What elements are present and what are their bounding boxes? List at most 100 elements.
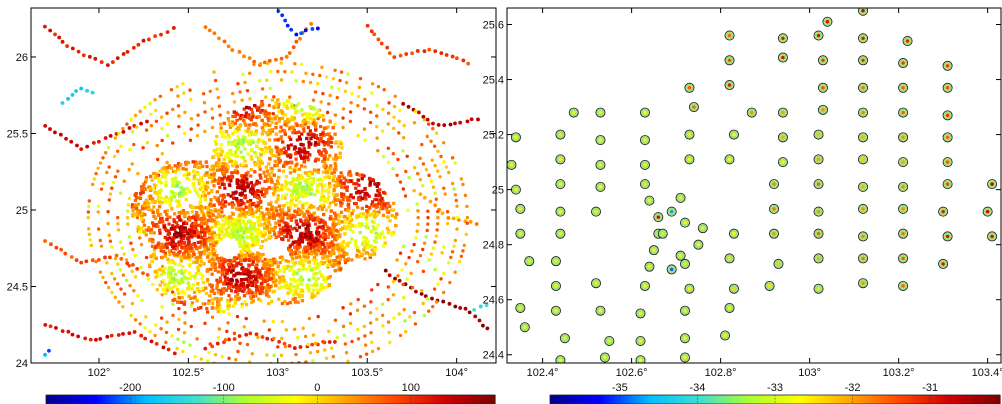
cluster-cell bbox=[325, 259, 330, 263]
track-point bbox=[141, 38, 146, 43]
cluster-cell bbox=[351, 230, 355, 234]
cluster-cell bbox=[199, 230, 204, 234]
ring-point bbox=[260, 87, 265, 91]
ring-point bbox=[368, 311, 373, 315]
ring-point bbox=[250, 352, 255, 356]
cluster-cell bbox=[157, 179, 161, 183]
cluster-cell bbox=[249, 236, 254, 240]
cluster-cell bbox=[220, 271, 224, 275]
cluster-cell bbox=[282, 102, 286, 106]
cluster-cell bbox=[259, 254, 263, 258]
cluster-cell bbox=[275, 186, 279, 190]
cluster-cell bbox=[222, 214, 226, 218]
track-point bbox=[43, 239, 47, 243]
track-point bbox=[132, 330, 137, 334]
cluster-cell bbox=[134, 206, 138, 211]
cluster-cell bbox=[246, 268, 250, 272]
cluster-cell bbox=[292, 263, 296, 267]
track-point bbox=[379, 41, 384, 46]
cluster-cell bbox=[287, 246, 291, 250]
cluster-cell bbox=[250, 262, 254, 267]
cluster-cell bbox=[279, 135, 283, 139]
cluster-cell bbox=[201, 185, 206, 189]
track-point bbox=[425, 117, 430, 122]
cluster-cell bbox=[267, 295, 271, 299]
track-point bbox=[393, 276, 397, 281]
cluster-cell bbox=[225, 228, 229, 232]
cluster-cell bbox=[253, 121, 257, 126]
track-point bbox=[145, 273, 150, 277]
ring-point bbox=[306, 342, 310, 347]
cluster-cell bbox=[158, 200, 162, 204]
cluster-cell bbox=[159, 181, 163, 185]
ring-point bbox=[416, 171, 420, 176]
cluster-cell bbox=[219, 292, 223, 296]
cluster-cell bbox=[241, 258, 245, 262]
cluster-cell bbox=[331, 200, 336, 204]
track-point bbox=[298, 345, 303, 349]
ring-point bbox=[439, 277, 443, 281]
track-point bbox=[222, 39, 227, 44]
cluster-cell bbox=[298, 181, 302, 185]
cluster-cell bbox=[315, 231, 319, 235]
cluster-cell bbox=[380, 230, 385, 234]
cluster-cell bbox=[343, 195, 347, 199]
cluster-cell bbox=[348, 240, 352, 245]
ring-point bbox=[434, 197, 438, 201]
cluster-cell bbox=[241, 284, 245, 289]
cluster-cell bbox=[277, 157, 281, 161]
cluster-cell bbox=[135, 196, 139, 200]
cluster-cell bbox=[267, 162, 271, 166]
cluster-cell bbox=[248, 123, 252, 127]
ring-point bbox=[425, 228, 429, 233]
cluster-cell bbox=[356, 189, 360, 193]
cluster-cell bbox=[310, 172, 314, 176]
cluster-cell bbox=[329, 209, 333, 213]
cluster-cell bbox=[303, 194, 307, 198]
ring-point bbox=[110, 290, 114, 295]
ring-point bbox=[110, 245, 114, 249]
cluster-cell bbox=[150, 178, 154, 182]
cluster-cell bbox=[277, 297, 281, 301]
track-point bbox=[90, 90, 95, 95]
track-point bbox=[287, 51, 292, 55]
ring-point bbox=[356, 337, 361, 341]
ring-point bbox=[124, 258, 129, 262]
ring-point bbox=[324, 356, 329, 360]
ring-point bbox=[119, 144, 123, 148]
cluster-cell bbox=[250, 256, 254, 260]
cluster-cell bbox=[171, 280, 176, 284]
cluster-cell bbox=[302, 259, 306, 263]
cluster-cell bbox=[229, 179, 233, 183]
cluster-cell bbox=[213, 139, 218, 144]
ring-point bbox=[121, 273, 126, 277]
cluster-cell bbox=[192, 177, 196, 181]
ring-point bbox=[304, 71, 308, 76]
ring-point bbox=[422, 241, 427, 245]
cluster-cell bbox=[168, 278, 172, 282]
track-point bbox=[54, 326, 58, 330]
ring-point bbox=[453, 238, 458, 243]
cluster-cell bbox=[377, 191, 382, 196]
ring-point bbox=[155, 143, 159, 148]
cluster-cell bbox=[178, 218, 182, 222]
cluster-cell bbox=[324, 164, 328, 168]
ring-point bbox=[439, 154, 443, 159]
cluster-cell bbox=[337, 198, 342, 203]
ring-point bbox=[247, 360, 252, 363]
ring-point bbox=[279, 353, 284, 358]
cluster-cell bbox=[251, 270, 255, 274]
cluster-cell bbox=[184, 246, 188, 250]
cluster-cell bbox=[143, 206, 148, 210]
cluster-cell bbox=[196, 233, 200, 237]
cluster-cell bbox=[343, 219, 347, 223]
ring-point bbox=[381, 107, 385, 112]
ring-point bbox=[396, 274, 400, 278]
cluster-cell bbox=[334, 153, 338, 157]
ring-point bbox=[247, 71, 252, 76]
ring-point bbox=[189, 324, 193, 329]
cluster-cell bbox=[231, 159, 235, 163]
cluster-cell bbox=[173, 252, 177, 257]
cluster-cell bbox=[297, 167, 302, 171]
cluster-cell bbox=[249, 276, 253, 280]
